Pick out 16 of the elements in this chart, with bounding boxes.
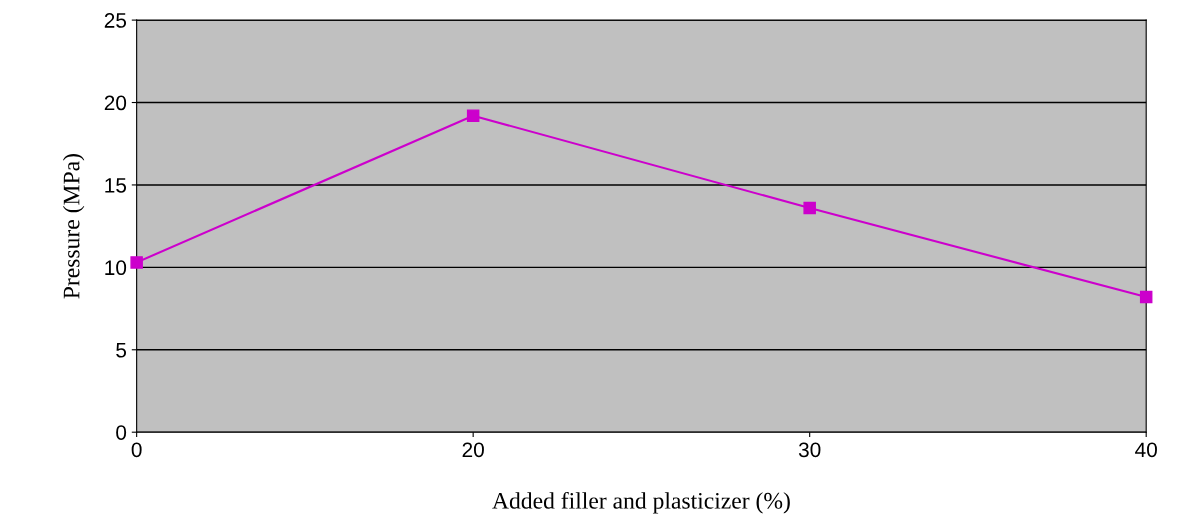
y-tick-label: 20 (104, 95, 127, 111)
x-tick-label: 40 (1135, 442, 1157, 458)
point (130, 256, 143, 269)
point (803, 201, 816, 215)
y-tick-label: 5 (116, 342, 127, 358)
y-tick-label: 25 (104, 13, 127, 28)
x-tick-label: 20 (462, 442, 484, 458)
x-tick-label: 30 (798, 442, 821, 458)
y-tick-label: 10 (105, 260, 127, 276)
x-tick-label: 0 (131, 442, 142, 458)
point (466, 109, 480, 122)
point (1139, 290, 1153, 304)
y-tick-label: 0 (116, 425, 127, 440)
y-axis-title: Pressure (MPa) (62, 154, 85, 299)
y-tick-label: 15 (105, 178, 127, 193)
x-axis-title: Added filler and plasticizer (%) (492, 491, 790, 514)
